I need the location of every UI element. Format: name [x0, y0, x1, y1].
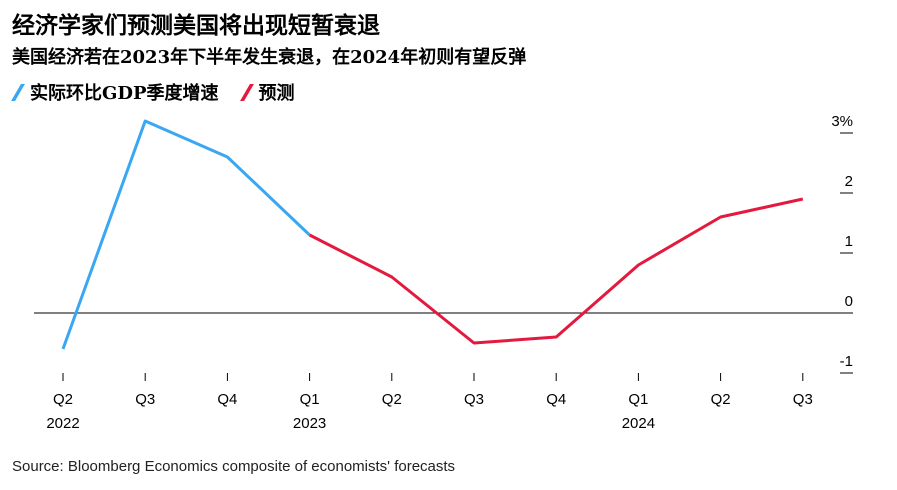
y-tick-label: 1	[845, 233, 853, 250]
y-tick-label: -1	[840, 353, 853, 370]
forecast-line	[308, 197, 804, 345]
legend-label-forecast: 预测	[258, 83, 295, 104]
y-tick-label: 0	[845, 293, 853, 310]
chart-subtitle: 美国经济若在2023年下半年发生衰退，在2024年初则有望反弹	[12, 47, 527, 68]
x-tick-label: Q4	[217, 391, 237, 408]
x-tick-label: Q1	[628, 391, 648, 408]
x-tick-label: Q3	[464, 391, 484, 408]
x-tick-label: Q4	[546, 391, 566, 408]
actual-gdp-line	[61, 119, 311, 350]
x-tick-label: Q2	[711, 391, 731, 408]
x-year-label: 2022	[46, 415, 79, 432]
x-tick-label: Q3	[793, 391, 813, 408]
x-tick-label: Q3	[135, 391, 155, 408]
x-tick-label: Q2	[382, 391, 402, 408]
chart-title: 经济学家们预测美国将出现短暂衰退	[12, 12, 380, 39]
y-tick-label: 2	[845, 173, 853, 190]
x-tick-label: Q1	[300, 391, 320, 408]
legend-item-forecast: 预测	[239, 79, 295, 105]
legend-item-actual: 实际环比GDP季度增速	[11, 79, 219, 105]
x-year-label: 2024	[622, 415, 655, 432]
x-year-label: 2023	[293, 415, 326, 432]
y-tick-label: 3%	[831, 113, 853, 130]
legend: 实际环比GDP季度增速 预测	[11, 78, 317, 106]
x-tick-label: Q2	[53, 391, 73, 408]
source-note: Source: Bloomberg Economics composite of…	[12, 458, 456, 475]
legend-label-actual: 实际环比GDP季度增速	[30, 83, 219, 104]
